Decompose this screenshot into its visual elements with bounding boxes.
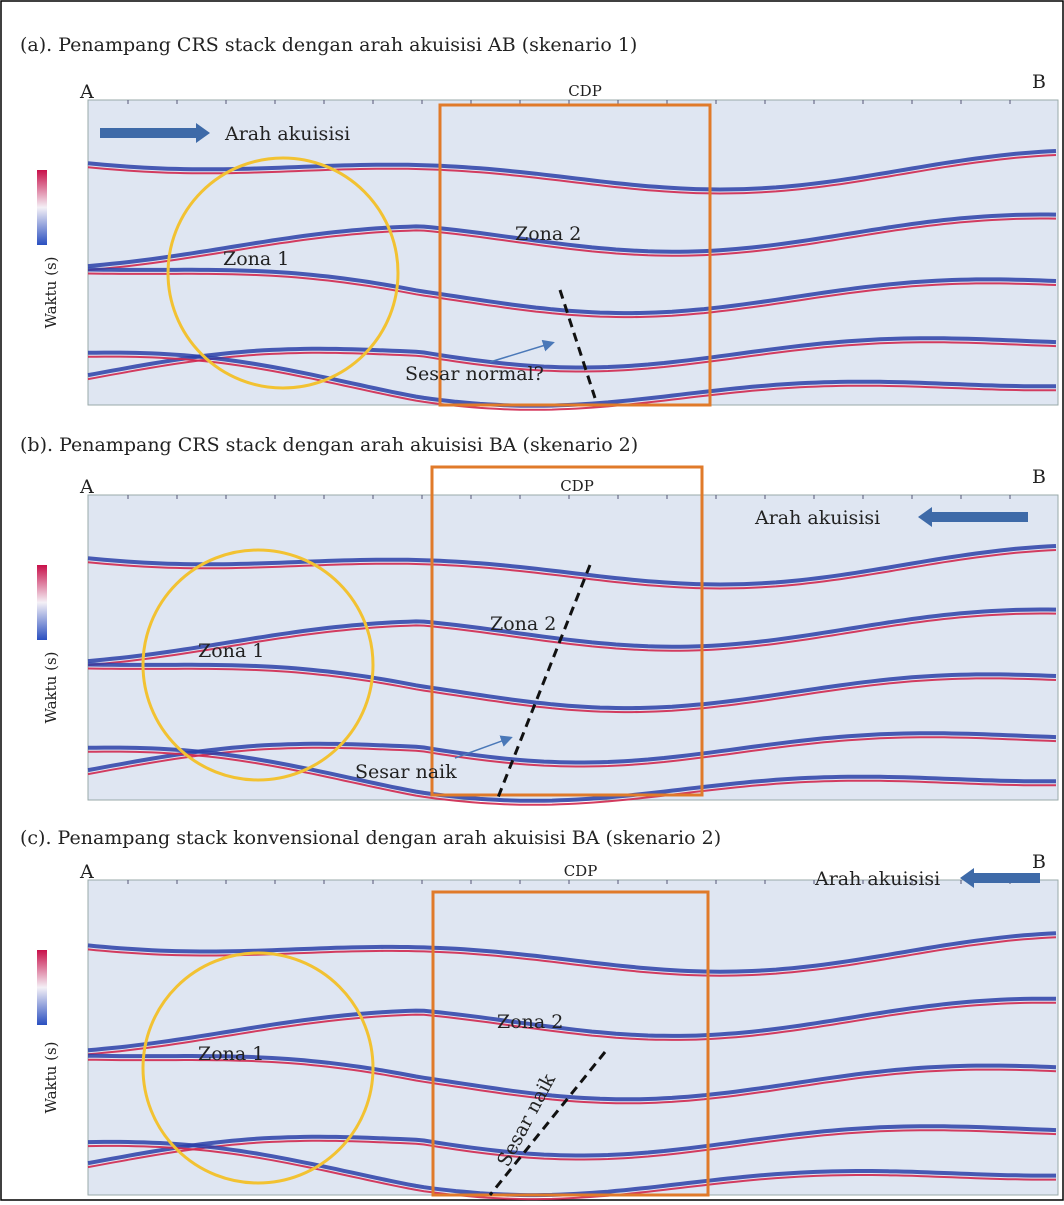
colorbar [37,950,47,1025]
acquisition-label: Arah akuisisi [814,868,940,890]
reflector [87,1001,1057,1056]
zone2-box [430,465,704,797]
reflector [87,667,1057,714]
y-axis-label: Waktu (s) [42,256,60,328]
reflector [87,154,1057,195]
zone1-circle [141,548,375,782]
reflector [87,936,1057,977]
a-label: A [79,476,94,498]
colorbar [37,565,47,640]
reflector [87,662,1057,711]
reflector [87,750,1056,806]
cdp-label: CDP [564,862,598,880]
reflector [87,1129,1057,1169]
panel-caption: (a). Penampang CRS stack dengan arah aku… [20,34,637,56]
reflector [87,996,1057,1053]
reflector [87,272,1057,319]
reflector [87,341,1057,381]
y-axis-label: Waktu (s) [42,1041,60,1113]
fault-pointer [489,339,555,363]
zone2-label: Zona 2 [497,1011,563,1033]
reflector [87,607,1057,664]
reflector [87,1053,1057,1102]
zone1-circle [141,951,375,1185]
cdp-label: CDP [568,82,602,100]
colorbar [37,170,47,245]
acquisition-arrow [918,507,1028,527]
b-label: B [1032,466,1046,488]
seismic-section [87,494,1059,801]
fault-label: Sesar normal? [405,363,544,385]
fault-line [495,564,592,801]
y-axis-label: Waktu (s) [42,651,60,723]
reflector [87,731,1057,773]
panel-caption: (c). Penampang stack konvensional dengan… [20,827,721,849]
seismic-section [87,99,1059,406]
zone2-label: Zona 2 [515,223,581,245]
a-label: A [79,81,94,103]
reflector [87,267,1057,316]
zone1-label: Zona 1 [198,1043,264,1065]
reflector [87,544,1057,587]
acquisition-arrow [960,868,1040,888]
seismic-section [87,879,1059,1196]
zone2-box [431,890,710,1197]
zone1-circle [166,156,400,390]
reflector [87,612,1057,667]
panel-caption: (b). Penampang CRS stack dengan arah aku… [20,434,638,456]
zone2-box [438,103,712,407]
fault-label: Sesar naik [355,761,457,783]
reflector [87,1144,1056,1201]
zone1-label: Zona 1 [198,640,264,662]
reflector [87,336,1057,378]
acquisition-arrow [100,123,210,143]
reflector [87,736,1057,776]
b-label: B [1032,71,1046,93]
acquisition-label: Arah akuisisi [754,507,880,529]
reflector [87,355,1056,411]
zone2-label: Zona 2 [490,613,556,635]
reflector [87,212,1057,269]
fault-line [558,289,597,399]
reflector [87,1058,1057,1105]
a-label: A [79,861,94,883]
reflector [87,931,1057,974]
reflector [87,1124,1057,1166]
acquisition-label: Arah akuisisi [224,123,350,145]
b-label: B [1032,851,1046,873]
zone1-label: Zona 1 [223,248,289,270]
fault-pointer [454,735,513,759]
reflector [87,745,1056,803]
cdp-label: CDP [560,477,594,495]
reflector [87,549,1057,590]
fault-line [488,1051,607,1196]
reflector [87,149,1057,192]
reflector [87,217,1057,272]
